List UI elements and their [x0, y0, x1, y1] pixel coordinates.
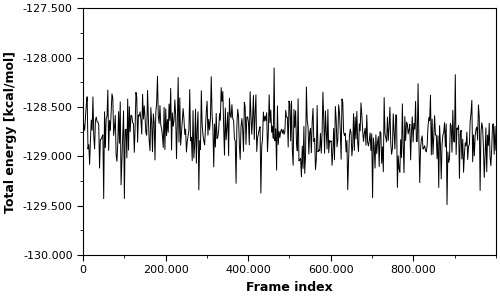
- Y-axis label: Total energy [kcal/mol]: Total energy [kcal/mol]: [4, 51, 17, 212]
- X-axis label: Frame index: Frame index: [246, 281, 333, 294]
